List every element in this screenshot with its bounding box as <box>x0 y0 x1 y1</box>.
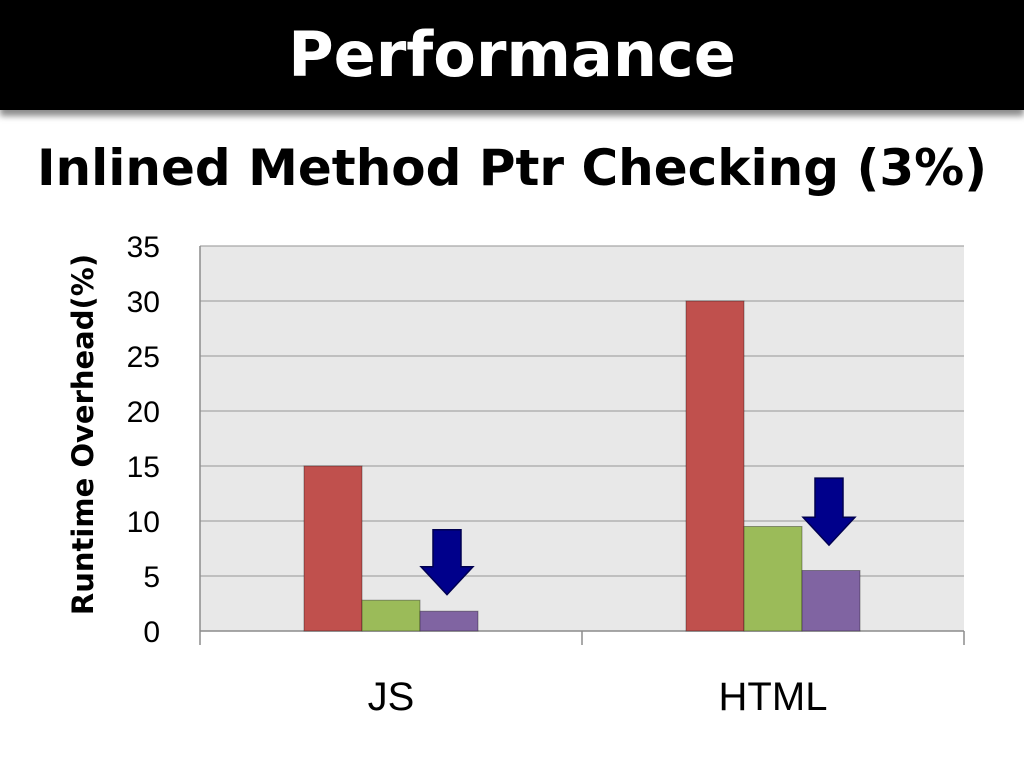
page-title: Performance <box>288 18 736 91</box>
y-tick-label: 35 <box>127 231 160 264</box>
y-tick-label: 5 <box>143 561 160 594</box>
y-tick-label: 25 <box>127 341 160 374</box>
bar-html-series-2 <box>743 526 803 632</box>
header-bar <box>0 0 1024 110</box>
bar-js-series-3 <box>419 610 479 632</box>
y-tick-label: 15 <box>127 451 160 484</box>
bars <box>303 300 861 632</box>
down-arrow-icon <box>419 529 475 596</box>
y-tick-label: 30 <box>127 286 160 319</box>
bar-html-series-3 <box>801 570 861 632</box>
x-tick-labels: JS HTML <box>368 675 828 719</box>
chart-title: Inlined Method Ptr Checking (3%) <box>36 139 988 197</box>
bar-js-series-2 <box>361 599 421 632</box>
y-tick-label: 20 <box>127 396 160 429</box>
arrows <box>419 477 857 596</box>
y-axis-label: Runtime Overhead(%) <box>66 254 100 615</box>
y-tick-label: 0 <box>143 616 160 649</box>
x-tick-label: JS <box>368 675 415 719</box>
bar-js-series-1 <box>303 465 363 632</box>
y-tick-labels: 0 5 10 15 20 25 30 35 <box>127 231 160 649</box>
bar-html-series-1 <box>685 300 745 632</box>
y-tick-label: 10 <box>127 506 160 539</box>
down-arrow-icon <box>801 477 857 547</box>
x-tick-label: HTML <box>719 675 828 719</box>
